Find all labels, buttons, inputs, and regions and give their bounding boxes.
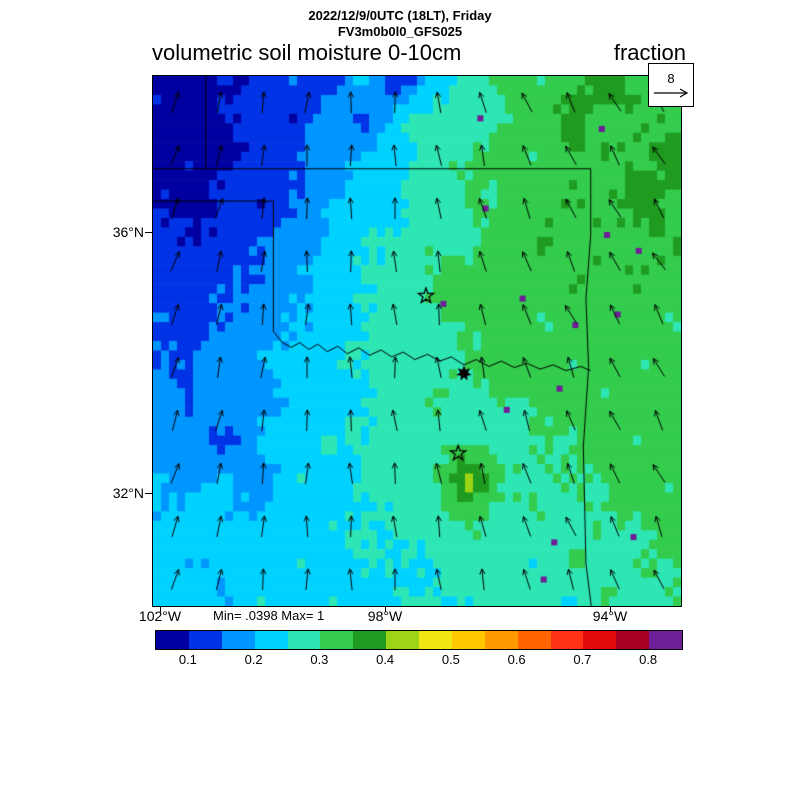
colorbar-segment xyxy=(156,631,189,649)
colorbar-tick-label: 0.8 xyxy=(639,652,658,667)
colorbar-segment xyxy=(287,631,321,649)
colorbar-segment xyxy=(386,631,419,649)
reference-vector-box: 8 xyxy=(648,63,694,107)
lon-label-94w: 94°W xyxy=(592,608,628,624)
colorbar-segment xyxy=(451,631,485,649)
colorbar-segment xyxy=(484,631,518,649)
units-label: fraction xyxy=(613,40,686,65)
header-datetime: 2022/12/9/0UTC (18LT), Friday xyxy=(308,8,492,23)
colorbar-tick-label: 0.6 xyxy=(507,652,526,667)
colorbar-labels: 0.1 0.2 0.3 0.4 0.5 0.6 0.7 0.8 xyxy=(155,652,681,668)
colorbar-segment xyxy=(221,631,255,649)
colorbar-segment xyxy=(188,631,222,649)
lat-label-36n: 36°N xyxy=(112,224,144,240)
colorbar-segment xyxy=(517,631,551,649)
colorbar xyxy=(155,630,683,650)
colorbar-tick-label: 0.5 xyxy=(441,652,460,667)
colorbar-segment xyxy=(353,631,387,649)
axis-tick xyxy=(160,606,161,612)
reference-speed-label: 8 xyxy=(667,70,675,86)
axis-tick xyxy=(610,606,611,612)
lat-label-32n: 32°N xyxy=(112,485,144,501)
colorbar-segment xyxy=(419,631,452,649)
colorbar-tick-label: 0.3 xyxy=(310,652,329,667)
lon-label-98w: 98°W xyxy=(367,608,403,624)
colorbar-segment xyxy=(550,631,584,649)
axis-tick xyxy=(145,232,152,233)
soil-moisture-map xyxy=(152,75,682,607)
colorbar-segment xyxy=(320,631,354,649)
axis-tick xyxy=(145,493,152,494)
colorbar-segment xyxy=(616,631,650,649)
colorbar-segment xyxy=(583,631,617,649)
colorbar-tick-label: 0.1 xyxy=(178,652,197,667)
colorbar-tick-label: 0.7 xyxy=(573,652,592,667)
header-model-name: FV3m0b0l0_GFS025 xyxy=(337,24,463,39)
colorbar-tick-label: 0.2 xyxy=(244,652,263,667)
axis-tick xyxy=(385,606,386,612)
colorbar-segment xyxy=(254,631,288,649)
lon-label-102w: 102°W xyxy=(138,608,182,624)
reference-arrow-icon xyxy=(654,87,689,98)
colorbar-segment xyxy=(649,631,682,649)
colorbar-tick-label: 0.4 xyxy=(376,652,395,667)
plot-title: volumetric soil moisture 0-10cm xyxy=(152,40,462,65)
min-max-stats: Min= .0398 Max= 1 xyxy=(213,608,325,623)
